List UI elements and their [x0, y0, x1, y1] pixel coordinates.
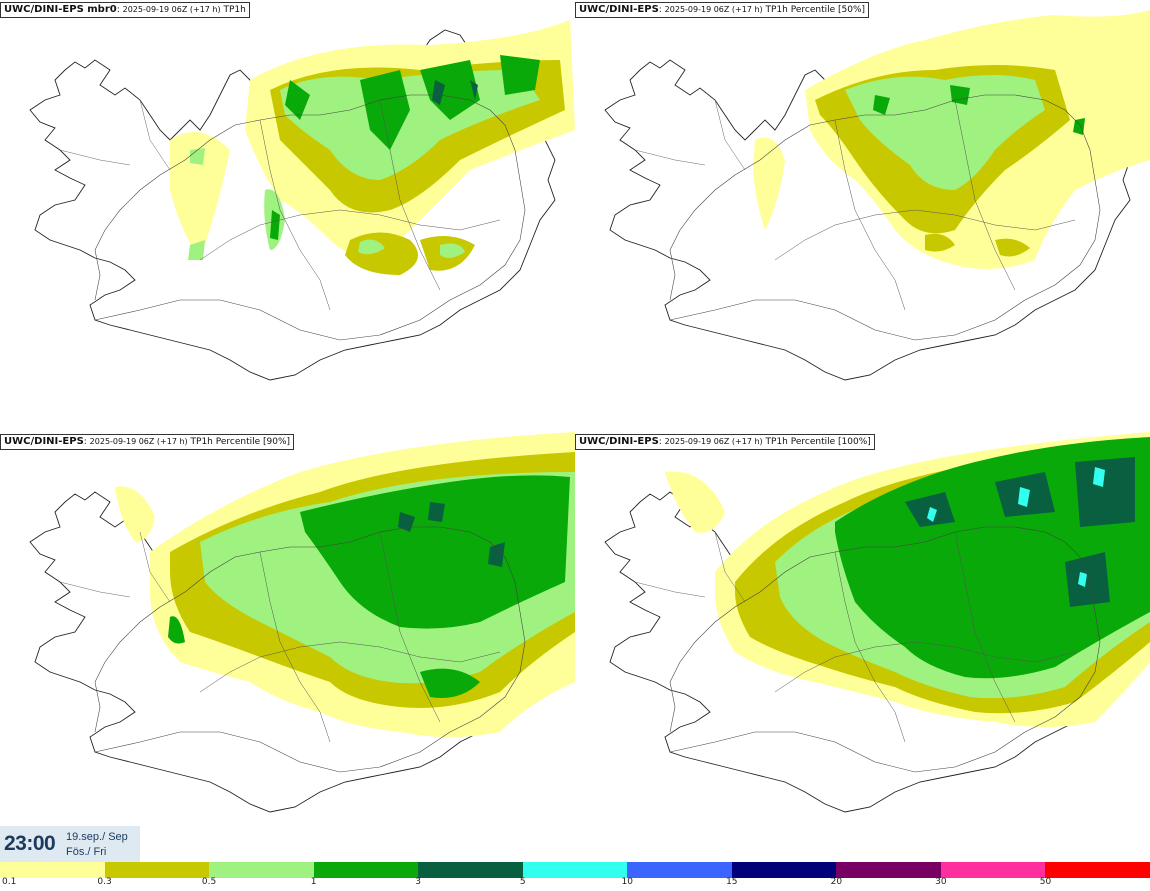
panel-run: 2025-09-19 06Z (+17 h): [122, 5, 221, 14]
legend-swatch: [522, 862, 628, 878]
precip-field: [665, 432, 1150, 727]
legend-swatch: [104, 862, 210, 878]
panel-model: UWC/DINI-EPS: [579, 436, 659, 447]
panel-title: UWC/DINI-EPS: 2025-09-19 06Z (+17 h) TP1…: [575, 434, 875, 450]
valid-time: 23:00: [4, 832, 56, 855]
legend-label: 20: [830, 877, 843, 887]
precip-map: [604, 10, 1150, 381]
panel-field: TP1h: [223, 5, 246, 15]
legend-label: 0.3: [97, 877, 112, 887]
panel-title: UWC/DINI-EPS: 2025-09-19 06Z (+17 h) TP1…: [575, 2, 870, 18]
precip-map: [29, 20, 575, 381]
legend-label: 5: [519, 877, 526, 887]
map-panel-p90: UWC/DINI-EPS: 2025-09-19 06Z (+17 h) TP1…: [0, 432, 575, 864]
panel-model: UWC/DINI-EPS: [579, 4, 659, 15]
legend-label: 0.1: [2, 877, 17, 887]
panel-model: UWC/DINI-EPS mbr0: [4, 4, 117, 15]
legend-swatch: [940, 862, 1046, 878]
panel-title: UWC/DINI-EPS mbr0: 2025-09-19 06Z (+17 h…: [0, 2, 250, 18]
legend-label: 0.5: [201, 877, 217, 887]
precip-field: [170, 20, 575, 275]
legend-label: 15: [726, 877, 738, 887]
legend-swatch: [731, 862, 837, 878]
legend-swatch: [418, 862, 523, 878]
legend-label: 30: [935, 877, 947, 887]
legend-label: 3: [415, 877, 422, 887]
panel-title: UWC/DINI-EPS: 2025-09-19 06Z (+17 h) TP1…: [0, 434, 295, 450]
panel-run: 2025-09-19 06Z (+17 h): [89, 437, 188, 446]
map-panel-member0: UWC/DINI-EPS mbr0: 2025-09-19 06Z (+17 h…: [0, 0, 575, 432]
map-panel-p100: UWC/DINI-EPS: 2025-09-19 06Z (+17 h) TP1…: [575, 432, 1150, 864]
valid-date: 19.sep./ Sep: [66, 831, 128, 843]
legend-label: 50: [1039, 877, 1052, 887]
panel-field: TP1h Percentile [90%]: [190, 437, 291, 447]
panel-field: TP1h Percentile [100%]: [765, 437, 871, 447]
legend-labels: 0.1 0.3 0.5 1 3 5 10 15 20 30 50: [0, 877, 1150, 891]
map-panel-p50: UWC/DINI-EPS: 2025-09-19 06Z (+17 h) TP1…: [575, 0, 1150, 432]
precip-field: [753, 10, 1150, 269]
panel-run: 2025-09-19 06Z (+17 h): [664, 5, 763, 14]
legend-swatch: [836, 862, 941, 878]
valid-weekday: Fös./ Fri: [66, 846, 107, 858]
panel-field: TP1h Percentile [50%]: [765, 5, 866, 15]
legend-swatch: [0, 862, 105, 878]
legend-swatch: [627, 862, 732, 878]
legend-label: 1: [310, 877, 317, 887]
legend-swatch: [313, 862, 419, 878]
precip-field: [115, 432, 575, 737]
color-legend: [0, 862, 1150, 878]
legend-swatch: [1045, 862, 1150, 878]
legend-swatch: [209, 862, 314, 878]
valid-time-box: [0, 826, 140, 862]
legend-label: 10: [621, 877, 633, 887]
precip-map: [604, 432, 1150, 813]
precip-map: [29, 432, 575, 813]
panel-run: 2025-09-19 06Z (+17 h): [664, 437, 763, 446]
panel-model: UWC/DINI-EPS: [4, 436, 84, 447]
